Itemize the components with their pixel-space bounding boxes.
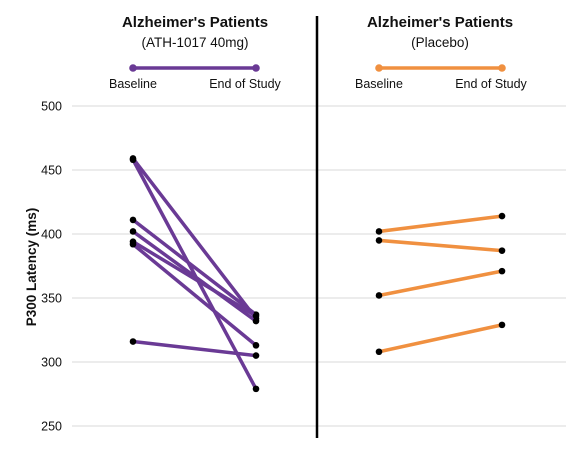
series-line [131,156,258,321]
data-point-end-of-study [252,317,260,325]
legend-marker [498,64,506,72]
data-point-baseline [375,348,383,356]
y-axis-label: P300 Latency (ms) [24,208,39,327]
series-3 [129,216,260,318]
data-point-end-of-study [498,212,506,220]
legend-marker [252,64,260,72]
series-line [377,323,504,354]
series-line [377,238,504,253]
panel-2: Alzheimer's Patients (Placebo) Baseline End… [355,14,528,356]
series-line [377,269,504,298]
data-point-end-of-study [498,321,506,329]
series-line [131,229,258,323]
series-line [131,218,258,317]
panel-subtitle: (Placebo) [411,35,469,50]
x-label-baseline: Baseline [109,77,157,91]
y-tick-label: 500 [41,100,62,114]
data-point-end-of-study [252,342,260,349]
panel-title: Alzheimer's Patients [122,14,268,31]
y-tick-label: 300 [41,356,62,370]
data-point-end-of-study [252,312,260,320]
data-point-baseline [129,228,137,235]
y-axis-ticks: 250 300 350 400 450 500 [41,100,62,434]
data-point-baseline [129,240,137,248]
series-line [377,214,504,234]
panels: Alzheimer's Patients (ATH-1017 40mg) Basel… [109,14,528,393]
series-4 [129,228,260,325]
data-point-baseline [375,228,383,235]
series-line [131,239,258,318]
legend-marker [375,64,383,72]
series-7 [129,338,260,359]
series-line [131,242,258,348]
series-2 [375,237,506,254]
data-point-end-of-study [498,267,506,275]
gridlines [72,105,566,427]
series-3 [375,267,506,299]
x-label-baseline: Baseline [355,77,403,91]
panel-title: Alzheimer's Patients [367,14,513,31]
series-5 [129,238,260,320]
series-1 [375,212,506,235]
data-point-baseline [129,338,137,345]
legend-marker [129,64,137,72]
y-tick-label: 250 [41,420,62,434]
series-4 [375,321,506,356]
panel-subtitle: (ATH-1017 40mg) [141,35,248,50]
data-point-baseline [375,292,383,299]
y-tick-label: 350 [41,292,62,306]
data-point-end-of-study [252,352,260,359]
data-point-end-of-study [252,385,260,393]
x-label-end-of-study: End of Study [209,77,281,91]
y-tick-label: 400 [41,228,62,242]
series-6 [129,240,260,349]
data-point-end-of-study [498,247,506,254]
data-point-baseline [129,216,137,224]
panel-1: Alzheimer's Patients (ATH-1017 40mg) Basel… [109,14,282,393]
data-point-baseline [129,156,137,164]
series-line [131,339,258,358]
data-point-baseline [375,237,383,244]
y-tick-label: 450 [41,164,62,178]
x-label-end-of-study: End of Study [455,77,527,91]
